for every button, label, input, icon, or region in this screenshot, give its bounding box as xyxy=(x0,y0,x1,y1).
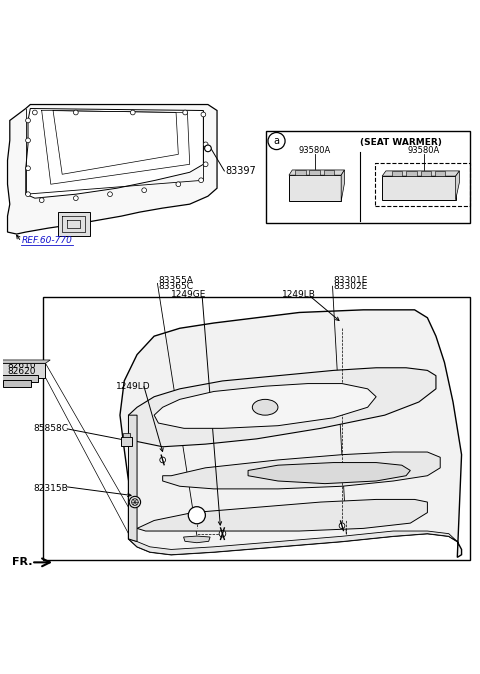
Polygon shape xyxy=(129,415,137,541)
Polygon shape xyxy=(58,212,89,236)
Text: 85858C: 85858C xyxy=(34,424,69,433)
Bar xyxy=(375,163,470,206)
Circle shape xyxy=(25,192,30,197)
Polygon shape xyxy=(0,360,50,363)
Ellipse shape xyxy=(252,400,278,415)
Text: 93580A: 93580A xyxy=(299,146,331,155)
Circle shape xyxy=(142,188,146,193)
Bar xyxy=(310,171,320,175)
Bar xyxy=(295,171,306,175)
Circle shape xyxy=(129,496,141,508)
Bar xyxy=(289,175,341,202)
Circle shape xyxy=(201,112,206,117)
Polygon shape xyxy=(120,310,462,557)
Bar xyxy=(0,363,46,377)
Circle shape xyxy=(203,142,208,147)
Polygon shape xyxy=(154,384,376,429)
Polygon shape xyxy=(129,531,457,555)
Circle shape xyxy=(25,118,30,123)
Text: 93580A: 93580A xyxy=(408,146,440,155)
Polygon shape xyxy=(8,104,217,234)
Polygon shape xyxy=(183,536,210,543)
Circle shape xyxy=(219,530,226,537)
Circle shape xyxy=(108,192,112,197)
Text: 1249LD: 1249LD xyxy=(116,381,150,391)
Polygon shape xyxy=(248,462,410,484)
Text: 83397: 83397 xyxy=(226,166,256,176)
Text: 83302E: 83302E xyxy=(334,282,368,290)
Circle shape xyxy=(268,133,285,150)
Polygon shape xyxy=(289,170,345,175)
Bar xyxy=(122,433,130,437)
Polygon shape xyxy=(341,170,345,202)
Circle shape xyxy=(39,197,44,203)
Text: FR.: FR. xyxy=(12,557,33,568)
Circle shape xyxy=(339,523,345,528)
Text: 83365C: 83365C xyxy=(158,282,193,290)
Bar xyxy=(382,176,456,200)
Text: 82620: 82620 xyxy=(8,367,36,376)
Polygon shape xyxy=(129,368,436,447)
Text: 82610: 82610 xyxy=(8,361,36,370)
Polygon shape xyxy=(137,499,427,531)
Circle shape xyxy=(160,457,166,463)
Polygon shape xyxy=(26,109,204,198)
Circle shape xyxy=(203,162,208,166)
Bar xyxy=(435,171,445,176)
Bar xyxy=(3,380,31,387)
Polygon shape xyxy=(456,171,459,200)
Bar xyxy=(0,375,38,382)
Bar xyxy=(120,437,132,446)
Circle shape xyxy=(188,507,205,524)
Text: 83355A: 83355A xyxy=(158,276,193,285)
Text: 1249GE: 1249GE xyxy=(171,290,206,299)
Bar xyxy=(43,297,470,560)
Polygon shape xyxy=(163,452,440,489)
Circle shape xyxy=(131,110,135,115)
Circle shape xyxy=(176,182,180,187)
Text: 83301E: 83301E xyxy=(334,276,368,285)
Circle shape xyxy=(33,110,37,115)
Text: 1249LB: 1249LB xyxy=(282,290,316,299)
Bar xyxy=(406,171,417,176)
Text: (SEAT WARMER): (SEAT WARMER) xyxy=(360,138,442,147)
Circle shape xyxy=(73,196,78,201)
Circle shape xyxy=(183,110,188,115)
Circle shape xyxy=(204,145,211,152)
Circle shape xyxy=(132,499,138,506)
Bar xyxy=(392,171,403,176)
Circle shape xyxy=(73,110,78,115)
Bar xyxy=(324,171,334,175)
Circle shape xyxy=(25,166,30,171)
Polygon shape xyxy=(382,171,459,176)
Text: 82315B: 82315B xyxy=(34,485,68,493)
Circle shape xyxy=(25,138,30,143)
Text: a: a xyxy=(193,510,200,520)
Text: REF.60-770: REF.60-770 xyxy=(21,237,72,245)
Bar xyxy=(420,171,431,176)
Text: a: a xyxy=(274,136,279,146)
Circle shape xyxy=(199,178,204,183)
Bar xyxy=(266,131,470,223)
